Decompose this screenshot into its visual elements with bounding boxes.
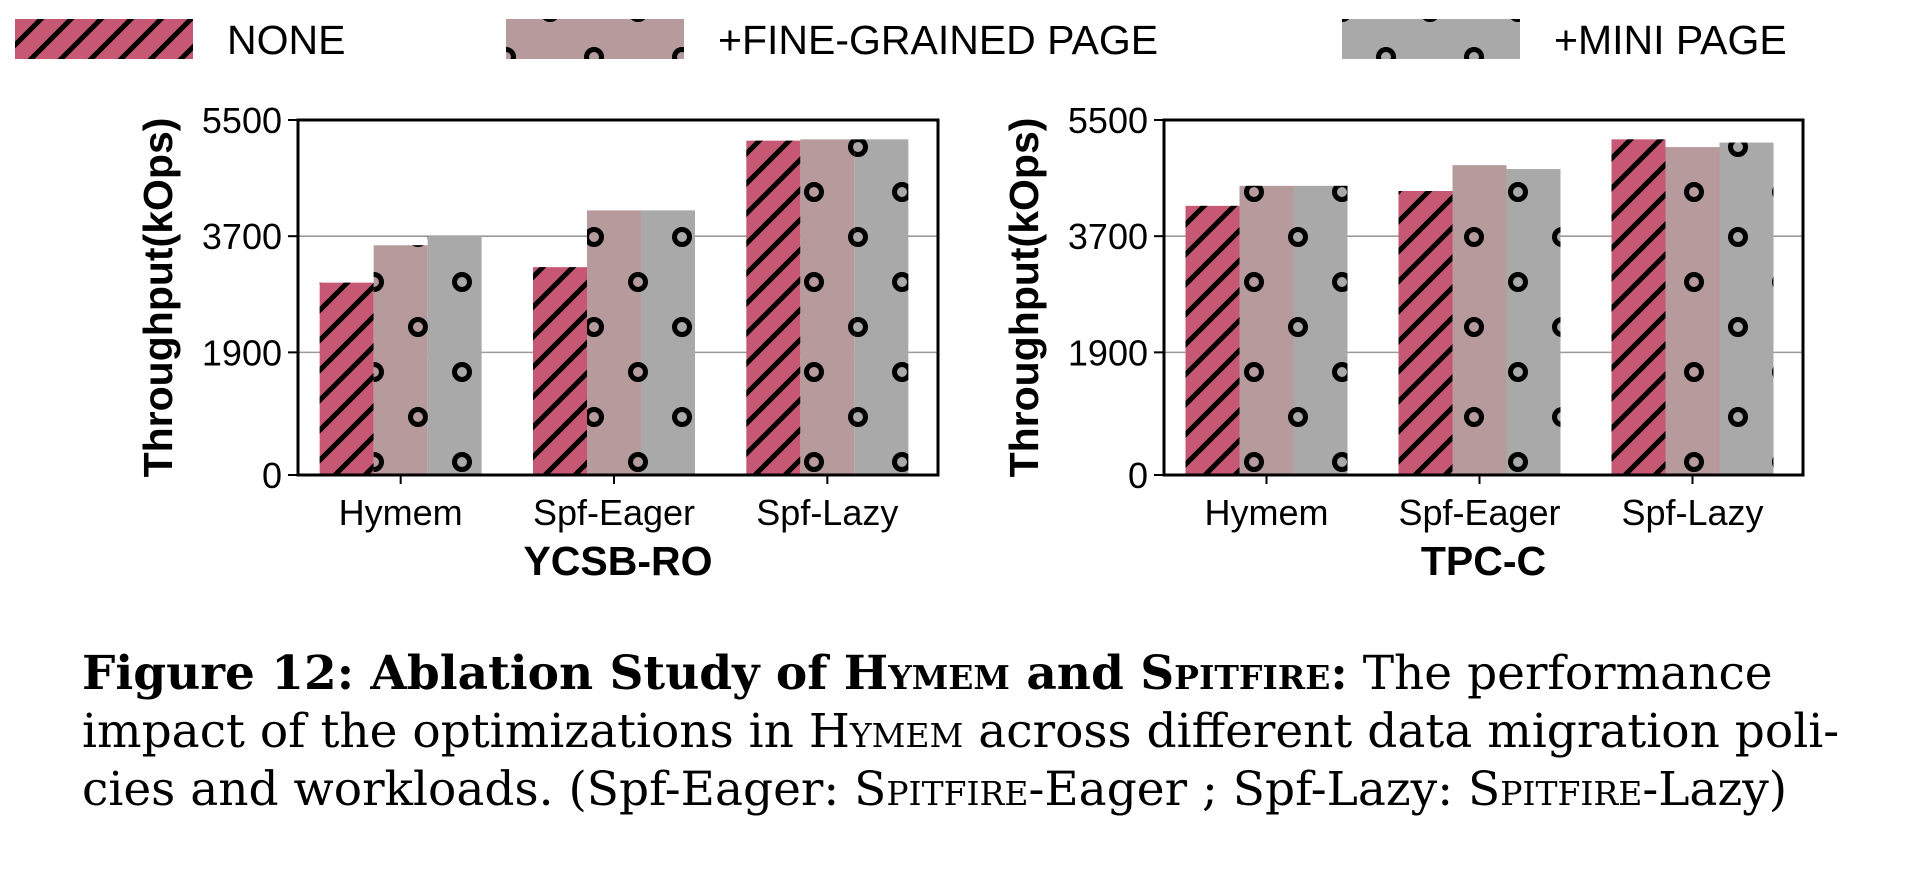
bar-pattern xyxy=(1293,185,1348,475)
legend-label: +FINE-GRAINED PAGE xyxy=(718,17,1158,63)
legend-item-3: +MINI PAGE xyxy=(1342,17,1787,63)
bar-spf-lazy-s3 xyxy=(854,139,909,475)
bar-spf-eager-s1 xyxy=(1398,191,1453,475)
legend-label: +MINI PAGE xyxy=(1554,17,1787,63)
bar-pattern xyxy=(373,245,428,475)
bar-pattern xyxy=(746,140,801,475)
x-tick-label: Spf-Eager xyxy=(1398,492,1560,533)
bar-hymem-s3 xyxy=(1293,185,1348,475)
x-tick-label: Hymem xyxy=(1205,492,1329,533)
legend: NONE +FINE-GRAINED PAGE +MINI PAGE xyxy=(15,17,1787,63)
legend-swatch-pattern xyxy=(506,19,684,59)
x-tick-label: Spf-Eager xyxy=(533,492,695,533)
chart-1: 0 1900 3700 5500 Hymem Spf-Eager Spf-Lazy Throu… xyxy=(135,100,940,584)
bar-pattern xyxy=(587,210,641,475)
bar-hymem-s2 xyxy=(1239,185,1294,475)
caption-line-1: Figure 12: Ablation Study of Hymem and S… xyxy=(82,646,1773,701)
bar-pattern xyxy=(854,139,909,475)
bar-spf-lazy-s3 xyxy=(1719,142,1774,475)
bar-spf-lazy-s2 xyxy=(800,139,855,475)
legend-label: NONE xyxy=(227,17,345,63)
bar-pattern xyxy=(1452,165,1507,475)
y-tick-label: 3700 xyxy=(1068,216,1148,257)
bar-spf-eager-s3 xyxy=(1506,169,1561,475)
bar-spf-eager-s3 xyxy=(641,210,695,475)
bar-hymem-s1 xyxy=(319,282,374,475)
ablation-figure: NONE +FINE-GRAINED PAGE +MINI PAGE 0 1900 37… xyxy=(15,17,1805,584)
plot-frame xyxy=(296,118,940,477)
bar-pattern xyxy=(427,236,482,475)
y-axis-label: Throughput(kOps) xyxy=(1001,118,1047,478)
plot-frame xyxy=(1162,118,1805,477)
bar-spf-lazy-s1 xyxy=(1611,139,1666,475)
bar-pattern xyxy=(800,139,855,475)
bar-pattern xyxy=(319,282,374,475)
chart-2: 0 1900 3700 5500 Hymem Spf-Eager Spf-Lazy Throu… xyxy=(1001,100,1805,584)
y-tick-label: 0 xyxy=(262,455,282,496)
legend-swatch-pattern xyxy=(1342,19,1520,59)
chart-title: TPC-C xyxy=(1421,538,1546,584)
figure-caption: Figure 12: Ablation Study of Hymem and S… xyxy=(82,645,1892,819)
legend-swatch-pattern xyxy=(15,19,193,59)
bar-spf-eager-s2 xyxy=(1452,165,1507,475)
bar-pattern xyxy=(1611,139,1666,475)
caption-line-2: impact of the optimizations in Hymem acr… xyxy=(82,704,1840,759)
bar-pattern xyxy=(1398,191,1453,475)
legend-item-2: +FINE-GRAINED PAGE xyxy=(506,17,1158,63)
caption-line-3: cies and workloads. (Spf-Eager: Spitfire… xyxy=(82,762,1788,817)
bar-spf-eager-s1 xyxy=(533,267,587,475)
bar-spf-eager-s2 xyxy=(587,210,641,475)
y-tick-label: 5500 xyxy=(1068,100,1148,141)
y-tick-label: 3700 xyxy=(202,216,282,257)
bar-pattern xyxy=(533,267,587,475)
x-tick-label: Spf-Lazy xyxy=(756,492,898,533)
bar-pattern xyxy=(1506,169,1561,475)
y-tick-label: 1900 xyxy=(1068,332,1148,373)
caption-title: Figure 12: Ablation Study of Hymem and S… xyxy=(82,646,1348,701)
legend-item-1: NONE xyxy=(15,17,345,63)
bar-hymem-s2 xyxy=(373,245,428,475)
y-axis-label: Throughput(kOps) xyxy=(135,118,181,478)
bar-pattern xyxy=(1665,147,1720,476)
bar-pattern xyxy=(641,210,695,475)
y-tick-label: 0 xyxy=(1128,455,1148,496)
chart-title: YCSB-RO xyxy=(523,538,712,584)
bar-hymem-s1 xyxy=(1185,205,1240,475)
y-tick-label: 1900 xyxy=(202,332,282,373)
bar-spf-lazy-s2 xyxy=(1665,147,1720,476)
bar-pattern xyxy=(1719,142,1774,475)
y-tick-label: 5500 xyxy=(202,100,282,141)
bar-hymem-s3 xyxy=(427,236,482,475)
bar-pattern xyxy=(1239,185,1294,475)
x-tick-label: Hymem xyxy=(339,492,463,533)
x-tick-label: Spf-Lazy xyxy=(1621,492,1763,533)
bar-pattern xyxy=(1185,205,1240,475)
bar-spf-lazy-s1 xyxy=(746,140,801,475)
